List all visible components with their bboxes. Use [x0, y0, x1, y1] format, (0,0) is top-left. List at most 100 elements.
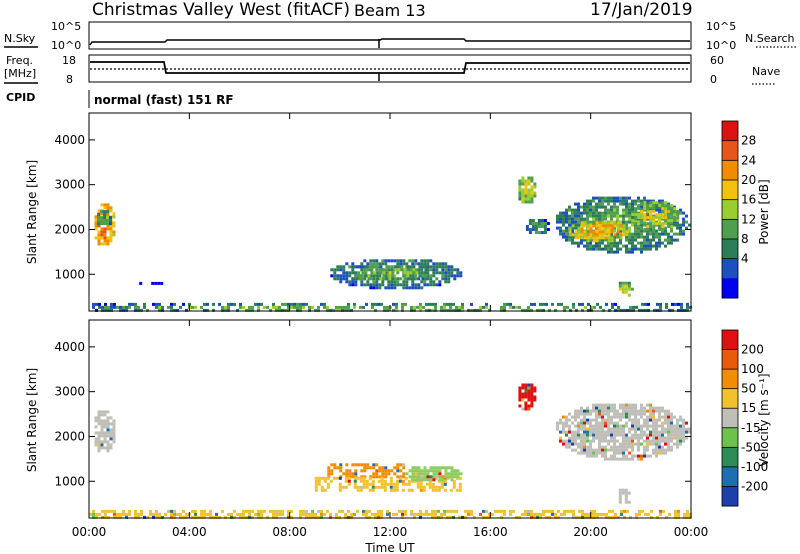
velocity-region-5 [518, 383, 537, 411]
power-region-8 [568, 221, 629, 243]
nsky-trace [89, 38, 690, 46]
velocity-ylabel: Slant Range [km] [25, 368, 39, 472]
velocity-colorbar-tick-7: -200 [741, 479, 768, 493]
freq-label-2: [MHz] [4, 67, 36, 80]
power-region-11 [525, 219, 550, 234]
power-colorbar-swatch-3 [722, 180, 738, 201]
power-colorbar-swatch-7 [722, 258, 738, 279]
power-panel: 1000 2000 3000 4000 Slant Range [km] 28 24 20… [25, 112, 771, 312]
velocity-colorbar: 200 100 50 15 -15 -50 -100 -200 [721, 329, 768, 507]
velocity-colorbar-swatch-6 [722, 447, 738, 468]
power-data-layer [92, 176, 692, 312]
velocity-ytick-2: 3000 [54, 385, 85, 399]
power-ytick-1: 2000 [54, 222, 85, 236]
noise-tick-top-left: 10^5 [51, 20, 81, 33]
velocity-ytick-3: 4000 [54, 340, 85, 354]
power-ylabel: Slant Range [km] [25, 160, 39, 264]
cpid-text: normal (fast) 151 RF [94, 93, 234, 107]
power-region-9 [631, 201, 680, 232]
velocity-colorbar-swatch-2 [722, 369, 738, 390]
noise-tick-bottom-right: 10^0 [706, 39, 736, 52]
power-region-1 [97, 210, 112, 226]
velocity-colorbar-tick-2: 50 [741, 382, 756, 396]
power-region-2 [139, 281, 164, 285]
power-region-0 [94, 203, 116, 246]
power-colorbar-tick-1: 24 [741, 153, 756, 167]
power-region-3 [92, 302, 692, 312]
velocity-colorbar-swatch-5 [722, 427, 738, 448]
velocity-colorbar-tick-5: -50 [741, 440, 761, 454]
beam-label: Beam 13 [354, 1, 426, 20]
time-tick-5: 20:00 [573, 525, 608, 539]
power-y-axis: 1000 2000 3000 4000 [54, 133, 691, 281]
time-axis: 00:00 04:00 08:00 12:00 16:00 20:00 00:00 [72, 113, 709, 539]
date-label: 17/Jan/2019 [590, 0, 693, 20]
power-colorbar-tick-0: 28 [741, 134, 756, 148]
power-colorbar-swatch-8 [722, 278, 738, 299]
velocity-data-layer [89, 383, 692, 519]
power-region-10 [618, 281, 634, 297]
power-colorbar-tick-3: 16 [741, 193, 756, 207]
time-tick-6: 00:00 [674, 525, 709, 539]
time-axis-label: Time UT [364, 541, 415, 554]
power-region-4 [330, 259, 463, 290]
power-colorbar-swatch-6 [722, 239, 738, 260]
station-title: Christmas Valley West (fitACF) [92, 0, 350, 20]
velocity-region-2 [327, 463, 406, 479]
velocity-colorbar-swatch-8 [722, 486, 738, 507]
freq-trace [90, 61, 690, 74]
time-tick-1: 04:00 [172, 525, 207, 539]
cpid-label: CPID [6, 91, 35, 104]
freq-tick-bottom: 8 [66, 73, 73, 86]
nsky-label: N.Sky [4, 32, 36, 45]
velocity-colorbar-swatch-3 [722, 388, 738, 409]
power-region-6 [518, 176, 537, 204]
time-tick-2: 08:00 [272, 525, 307, 539]
velocity-colorbar-tick-4: -15 [741, 421, 761, 435]
cpid-panel: CPID normal (fast) 151 RF [6, 90, 234, 108]
velocity-region-4 [405, 466, 463, 482]
velocity-colorbar-tick-1: 100 [741, 362, 764, 376]
power-colorbar-label: Power [dB] [757, 179, 771, 244]
power-colorbar-swatch-1 [722, 140, 738, 161]
power-ytick-2: 3000 [54, 178, 85, 192]
velocity-region-0 [94, 410, 116, 453]
power-colorbar-swatch-2 [722, 160, 738, 181]
velocity-colorbar-tick-3: 15 [741, 401, 756, 415]
velocity-region-6 [556, 403, 691, 461]
power-colorbar-tick-4: 12 [741, 212, 756, 226]
velocity-colorbar-tick-6: -100 [741, 460, 768, 474]
velocity-colorbar-label: Velocity [m s⁻¹] [757, 373, 771, 466]
velocity-colorbar-swatch-4 [722, 408, 738, 429]
power-colorbar-tick-2: 20 [741, 173, 756, 187]
noise-tick-top-right: 10^5 [706, 20, 736, 33]
noise-panel: N.Sky 10^5 10^0 10^5 10^0 N.Search [4, 20, 798, 52]
noise-tick-bottom-left: 10^0 [51, 39, 81, 52]
velocity-ytick-0: 1000 [54, 474, 85, 488]
power-ytick-0: 1000 [54, 267, 85, 281]
power-colorbar: 28 24 20 16 12 8 4 [721, 120, 756, 299]
freq-panel: Freq. [MHz] 18 8 60 0 Nave [4, 54, 780, 86]
time-tick-3: 12:00 [373, 525, 408, 539]
power-ytick-3: 4000 [54, 133, 85, 147]
freq-label-1: Freq. [6, 54, 33, 67]
velocity-y-axis: 1000 2000 3000 4000 [54, 340, 691, 488]
nsearch-label: N.Search [745, 32, 795, 45]
power-colorbar-swatch-5 [722, 219, 738, 240]
velocity-region-1 [89, 509, 692, 519]
power-colorbar-swatch-0 [722, 121, 738, 142]
power-region-5 [352, 265, 428, 281]
power-colorbar-tick-6: 4 [741, 252, 749, 266]
velocity-colorbar-swatch-7 [722, 466, 738, 487]
velocity-colorbar-swatch-0 [722, 330, 738, 351]
velocity-colorbar-swatch-1 [722, 349, 738, 370]
power-colorbar-tick-5: 8 [741, 232, 749, 246]
velocity-region-7 [618, 488, 631, 504]
velocity-panel: 1000 2000 3000 4000 Slant Range [km] 200 100… [25, 319, 771, 519]
time-tick-4: 16:00 [473, 525, 508, 539]
velocity-colorbar-tick-0: 200 [741, 343, 764, 357]
velocity-ytick-1: 2000 [54, 429, 85, 443]
power-colorbar-swatch-4 [722, 199, 738, 220]
nave-tick-top: 60 [710, 54, 724, 67]
